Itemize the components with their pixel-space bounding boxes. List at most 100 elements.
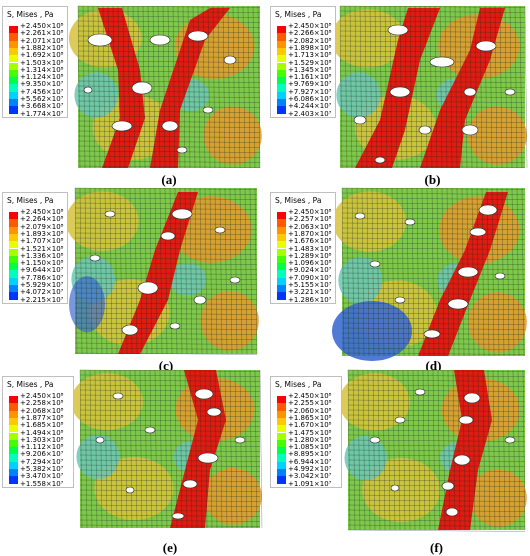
legend-value: +1.085×10⁸	[288, 443, 332, 452]
legend-value: +8.895×10⁷	[288, 450, 332, 459]
void-hole	[187, 30, 209, 42]
void-hole	[111, 120, 133, 132]
legend-swatch	[277, 439, 286, 448]
void-hole	[469, 227, 487, 237]
legend-swatch	[277, 91, 286, 99]
legend-swatch	[9, 285, 18, 293]
void-hole	[478, 204, 498, 216]
void-hole	[423, 329, 441, 339]
legend-swatch	[277, 212, 286, 220]
legend-value: +1.475×10⁸	[288, 428, 332, 437]
legend-value: +2.450×10⁸	[20, 392, 64, 400]
legend-swatch	[277, 62, 286, 70]
void-hole	[194, 388, 214, 400]
legend-swatch	[277, 461, 286, 469]
legend-swatch	[277, 55, 286, 63]
legend-swatch	[9, 432, 18, 440]
legend-value: +1.865×10⁸	[288, 413, 332, 422]
legend-value: +9.769×10⁷	[288, 80, 332, 89]
legend-title: S, Mises , Pa	[275, 196, 322, 205]
legend-value: +2.264×10⁸	[20, 215, 64, 224]
void-hole	[441, 481, 455, 491]
legend-value: +1.503×10⁸	[20, 58, 64, 67]
shear-band	[118, 192, 198, 354]
shear-band	[150, 8, 230, 168]
void-hole	[89, 254, 101, 262]
void-hole	[389, 86, 411, 98]
stress-region	[438, 196, 520, 264]
void-hole	[202, 106, 214, 114]
void-hole	[234, 436, 246, 444]
legend-value: +1.345×10⁸	[288, 65, 332, 74]
legend-swatch	[9, 40, 18, 48]
low-stress-region	[69, 276, 105, 333]
legend-value: +1.521×10⁸	[20, 244, 64, 253]
stress-region	[71, 256, 116, 303]
legend-title: S, Mises , Pa	[7, 196, 54, 205]
legend-swatch	[277, 292, 286, 300]
legend-swatch	[9, 55, 18, 63]
legend-swatch	[9, 255, 18, 264]
legend-value: +7.456×10⁷	[20, 87, 64, 96]
legend-swatch	[9, 417, 18, 426]
legend-swatch	[277, 40, 286, 48]
legend-value: +1.558×10⁷	[20, 479, 64, 488]
panel-caption: (c)	[158, 358, 174, 373]
shear-band	[170, 370, 226, 528]
stress-region	[438, 14, 520, 79]
legend-value: +6.944×10⁷	[288, 457, 332, 466]
contour-legend: S, Mises , Pa +2.450×10⁸ +2.266×10⁸ +2.082×…	[270, 6, 336, 118]
legend-value: +1.161×10⁸	[288, 73, 332, 82]
legend-value: +1.289×10⁸	[288, 251, 332, 260]
legend-value: +1.882×10⁸	[20, 43, 64, 52]
void-hole	[494, 272, 506, 280]
legend-value: +2.450×10⁸	[288, 392, 332, 400]
finite-element-mesh	[339, 5, 528, 169]
legend-swatch	[277, 454, 286, 462]
stress-region	[92, 95, 173, 160]
legend-value: +9.206×10⁷	[20, 450, 64, 459]
legend-value: +1.096×10⁸	[288, 259, 332, 268]
legend-value: +1.280×10⁸	[288, 435, 332, 444]
legend-swatch	[9, 219, 18, 227]
mesh-body	[80, 370, 260, 528]
legend-value: +1.336×10⁸	[20, 251, 64, 260]
shear-band	[420, 8, 505, 168]
void-hole	[149, 34, 171, 46]
legend-swatch	[9, 47, 18, 56]
legend-value: +3.042×10⁷	[288, 472, 332, 481]
legend-value: +1.112×10⁸	[20, 443, 64, 452]
legend-swatch	[9, 77, 18, 85]
void-hole	[206, 407, 222, 417]
panel-caption: (d)	[425, 358, 442, 373]
stress-region	[344, 435, 387, 481]
void-hole	[160, 231, 176, 241]
legend-value: +4.244×10⁷	[288, 102, 332, 111]
panel-caption: (a)	[161, 172, 177, 187]
legend-value: +2.266×10⁸	[288, 29, 332, 38]
legend-swatch	[277, 77, 286, 85]
legend-swatch	[9, 454, 18, 462]
void-hole	[176, 146, 188, 154]
legend-swatch	[277, 26, 286, 34]
void-hole	[112, 392, 124, 400]
legend-swatch	[277, 285, 286, 293]
legend-value: +1.676×10⁸	[288, 237, 332, 246]
legend-swatch	[277, 47, 286, 56]
legend-value: +1.091×10⁷	[288, 479, 332, 488]
shear-band	[98, 8, 145, 168]
panel-caption: (e)	[162, 540, 178, 555]
legend-swatch	[277, 432, 286, 440]
void-hole	[453, 454, 471, 466]
shear-band	[355, 8, 440, 168]
legend-value: +1.670×10⁸	[288, 421, 332, 430]
stress-region	[468, 292, 527, 353]
low-stress-region	[332, 301, 412, 361]
legend-value: +7.786×10⁷	[20, 273, 64, 282]
void-hole	[504, 436, 516, 444]
stress-region	[71, 373, 143, 431]
void-hole	[229, 276, 241, 284]
